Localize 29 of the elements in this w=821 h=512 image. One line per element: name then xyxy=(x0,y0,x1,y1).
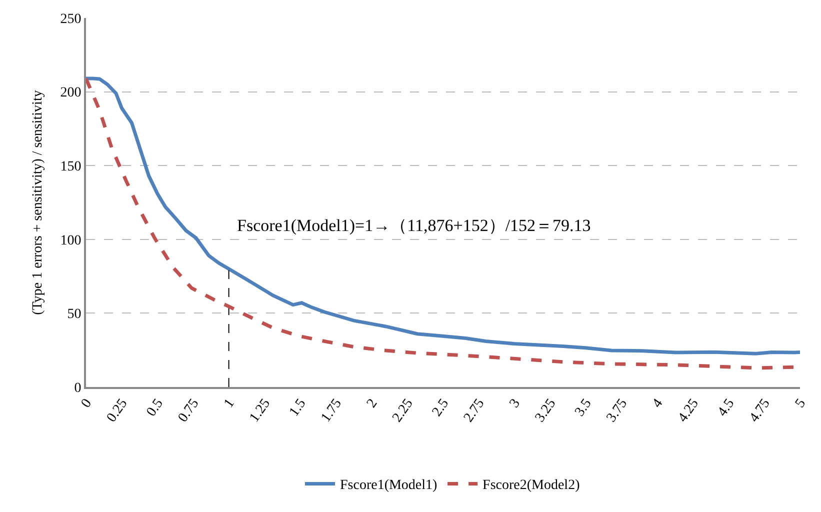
legend-label: Fscore1(Model1) xyxy=(340,478,438,494)
x-tick-label: 4 xyxy=(650,396,666,411)
y-tick-label: 0 xyxy=(74,380,82,396)
y-tick-label: 100 xyxy=(60,233,82,248)
y-tick-label: 250 xyxy=(60,12,82,27)
x-tick-label: 0.75 xyxy=(176,396,202,426)
x-tick-label: 0.5 xyxy=(144,396,166,420)
x-tick-label: 1.25 xyxy=(247,396,274,426)
x-tick-label: 1.75 xyxy=(318,396,345,426)
x-tick-label: 1.5 xyxy=(286,396,310,420)
x-tick-label: 3 xyxy=(507,396,524,411)
x-tick-label: 2.5 xyxy=(430,396,452,420)
x-tick-label: 5 xyxy=(792,396,810,411)
x-tick-label: 0 xyxy=(78,396,96,411)
legend-label: Fscore2(Model2) xyxy=(482,478,580,494)
x-tick-label: 4.5 xyxy=(715,396,738,420)
x-tick-label: 3.5 xyxy=(572,396,595,420)
x-tick-label: 3.25 xyxy=(532,396,560,426)
x-tick-label: 4.75 xyxy=(746,396,774,426)
y-tick-label: 50 xyxy=(67,307,82,322)
y-tick-label: 150 xyxy=(60,160,82,174)
y-tick-label: 200 xyxy=(60,86,82,101)
x-tick-label: 4.25 xyxy=(676,396,702,426)
x-tick-label: 0.25 xyxy=(104,396,131,426)
x-tick-label: 1 xyxy=(222,396,238,411)
x-tick-label: 2 xyxy=(364,396,381,411)
annotation: Fscore1(Model1)=1→（11,876+152）/152＝79.13 xyxy=(237,216,591,235)
x-tick-label: 3.75 xyxy=(604,396,631,426)
y-axis-title: (Type 1 errors + sensitivity) / sensitivity xyxy=(30,90,46,315)
